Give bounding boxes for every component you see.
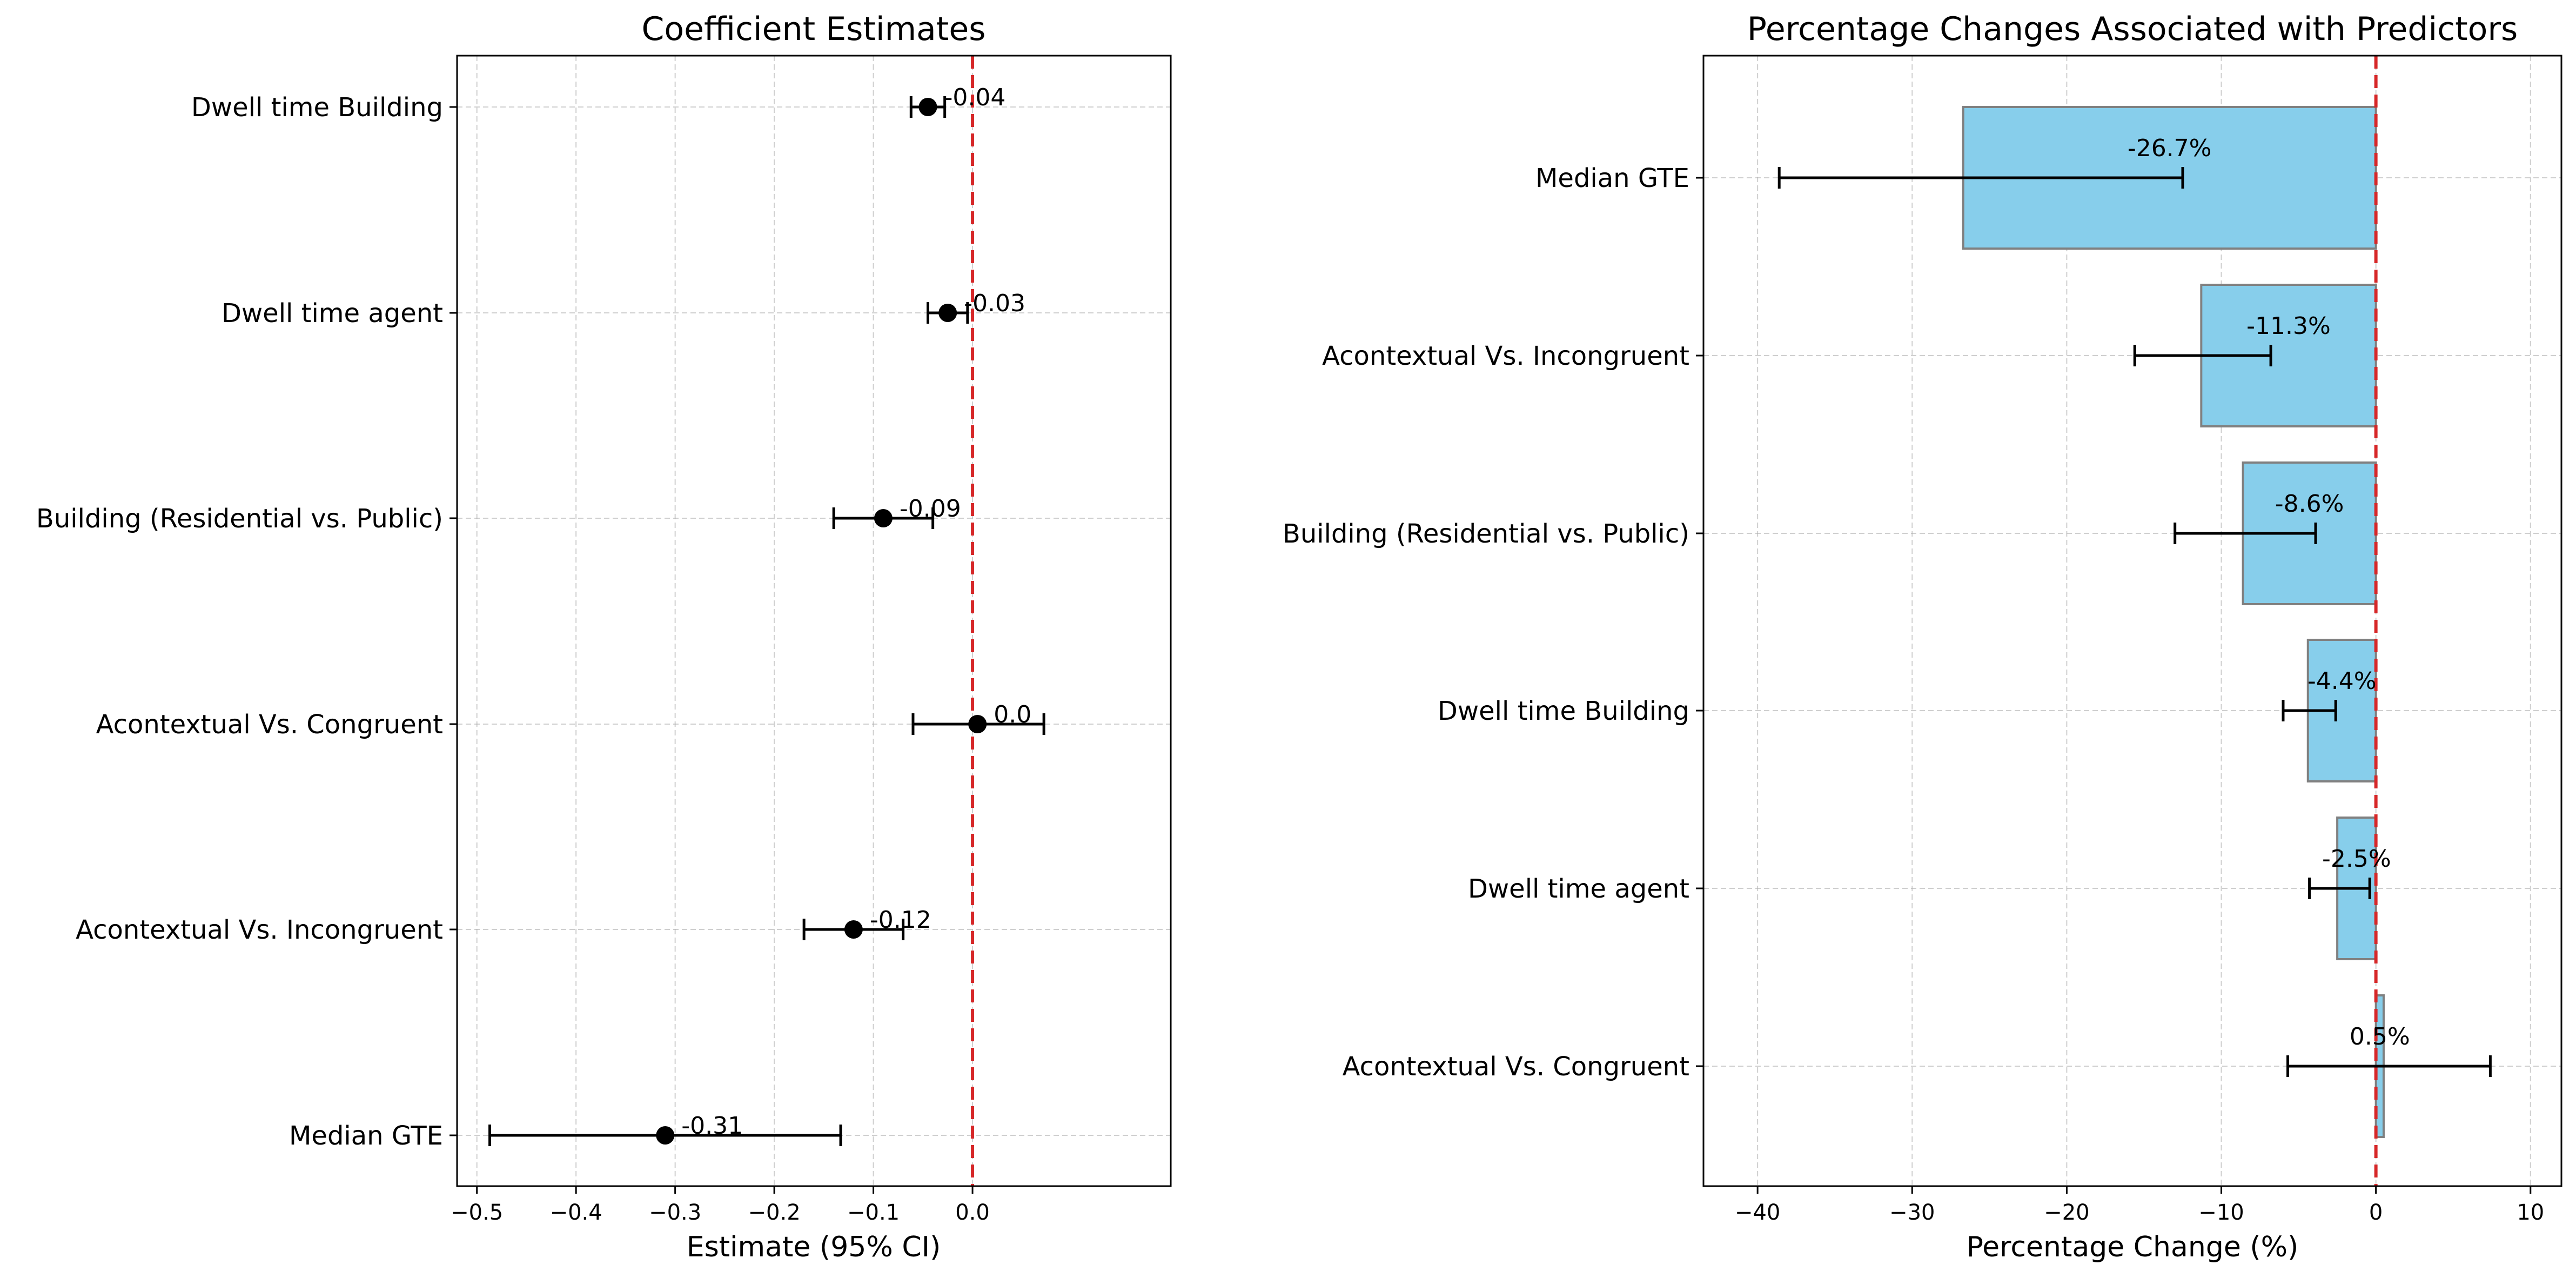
x-tick-label: 10 (2517, 1200, 2544, 1225)
data-label: -11.3% (2246, 312, 2331, 340)
x-tick-label: −0.1 (847, 1200, 900, 1225)
x-tick-label: −20 (2044, 1200, 2089, 1225)
x-axis-label: Percentage Change (%) (1967, 1231, 2299, 1263)
estimate-point (938, 304, 957, 322)
category-label: Acontextual Vs. Incongruent (76, 915, 443, 945)
data-label: -4.4% (2307, 667, 2377, 695)
category-label: Acontextual Vs. Congruent (1343, 1052, 1689, 1082)
plot-frame (1702, 55, 2562, 1187)
category-label: Building (Residential vs. Public) (1283, 519, 1689, 549)
x-tick-label: −40 (1735, 1200, 1780, 1225)
data-label: 0.5% (2350, 1023, 2410, 1050)
category-label: Dwell time Building (1438, 696, 1689, 726)
estimate-point (874, 509, 893, 527)
data-label: 0.0 (994, 701, 1031, 728)
x-tick-label: −0.4 (550, 1200, 602, 1225)
estimate-point (656, 1126, 675, 1145)
x-tick-label: −30 (1889, 1200, 1935, 1225)
data-label: -0.09 (900, 495, 961, 523)
data-label: -0.31 (681, 1112, 743, 1140)
x-tick-label: −0.5 (451, 1200, 503, 1225)
x-tick-label: −0.2 (748, 1200, 801, 1225)
x-tick-label: 0 (2369, 1200, 2383, 1225)
x-tick-label: 0.0 (955, 1200, 990, 1225)
chart-title: Coefficient Estimates (641, 10, 985, 48)
data-label: -0.04 (944, 84, 1005, 111)
error-bar (1777, 167, 2184, 189)
chart-title: Percentage Changes Associated with Predi… (1747, 10, 2518, 48)
x-tick-label: −10 (2198, 1200, 2244, 1225)
error-bar (2282, 700, 2337, 721)
data-label: -0.03 (964, 290, 1025, 317)
data-label: -8.6% (2275, 490, 2344, 518)
data-label: -26.7% (2128, 135, 2212, 162)
coefficient-estimates-panel: Coefficient Estimates Estimate (95% CI) … (36, 10, 1172, 1263)
estimate-point (844, 920, 863, 939)
category-label: Dwell time agent (1468, 874, 1689, 904)
percentage-changes-panel: Percentage Changes Associated with Predi… (1283, 10, 2562, 1263)
category-label: Building (Residential vs. Public) (36, 504, 443, 534)
error-bar (2286, 1055, 2492, 1077)
grid (457, 56, 1171, 1186)
axes: −40 −30 −20 −10 0 10 Median GTE Acontextual Vs.… (1283, 163, 2544, 1225)
data-marks: -26.7% -11.3% -8.6% -4.4% -2.5% 0.5% (1777, 56, 2492, 1186)
category-label: Dwell time agent (222, 298, 443, 329)
category-label: Median GTE (1535, 163, 1689, 193)
data-label: -2.5% (2322, 845, 2391, 873)
plot-frame (456, 55, 1172, 1187)
data-label: -0.12 (870, 906, 931, 934)
axes: −0.5 −0.4 −0.3 −0.2 −0.1 0.0 Dwell time Buildi… (36, 92, 990, 1225)
category-label: Dwell time Building (191, 92, 443, 123)
x-axis-label: Estimate (95% CI) (687, 1231, 941, 1263)
estimate-point (968, 715, 987, 733)
x-tick-label: −0.3 (649, 1200, 701, 1225)
category-label: Median GTE (289, 1121, 443, 1151)
category-label: Acontextual Vs. Congruent (96, 710, 443, 740)
category-label: Acontextual Vs. Incongruent (1322, 341, 1689, 371)
error-bar (2174, 523, 2317, 544)
error-bar (2133, 345, 2272, 366)
error-bar (2308, 878, 2371, 899)
data-marks: -0.04 -0.03 -0.09 0.0 -0.12 -0.31 (488, 56, 1045, 1186)
estimate-point (918, 98, 937, 116)
